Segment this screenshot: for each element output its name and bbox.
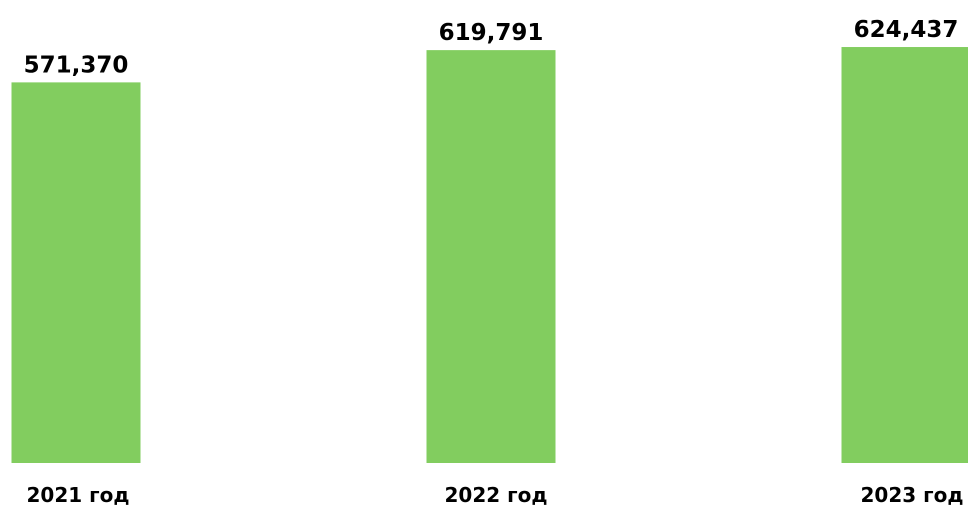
category-label-3: 2023 год xyxy=(861,483,964,506)
category-label-2: 2022 год xyxy=(445,483,548,506)
category-labels-layer: 2021 год 2022 год 2023 год xyxy=(27,483,964,506)
bar-value-label-3: 624,437 xyxy=(854,17,959,43)
bar-3 xyxy=(842,47,968,463)
bars-layer xyxy=(12,47,968,463)
bar-value-label-1: 571,370 xyxy=(24,52,129,78)
bar-1 xyxy=(12,82,141,463)
category-label-1: 2021 год xyxy=(27,483,130,506)
bar-value-label-2: 619,791 xyxy=(439,20,544,46)
bar-2 xyxy=(427,50,556,463)
